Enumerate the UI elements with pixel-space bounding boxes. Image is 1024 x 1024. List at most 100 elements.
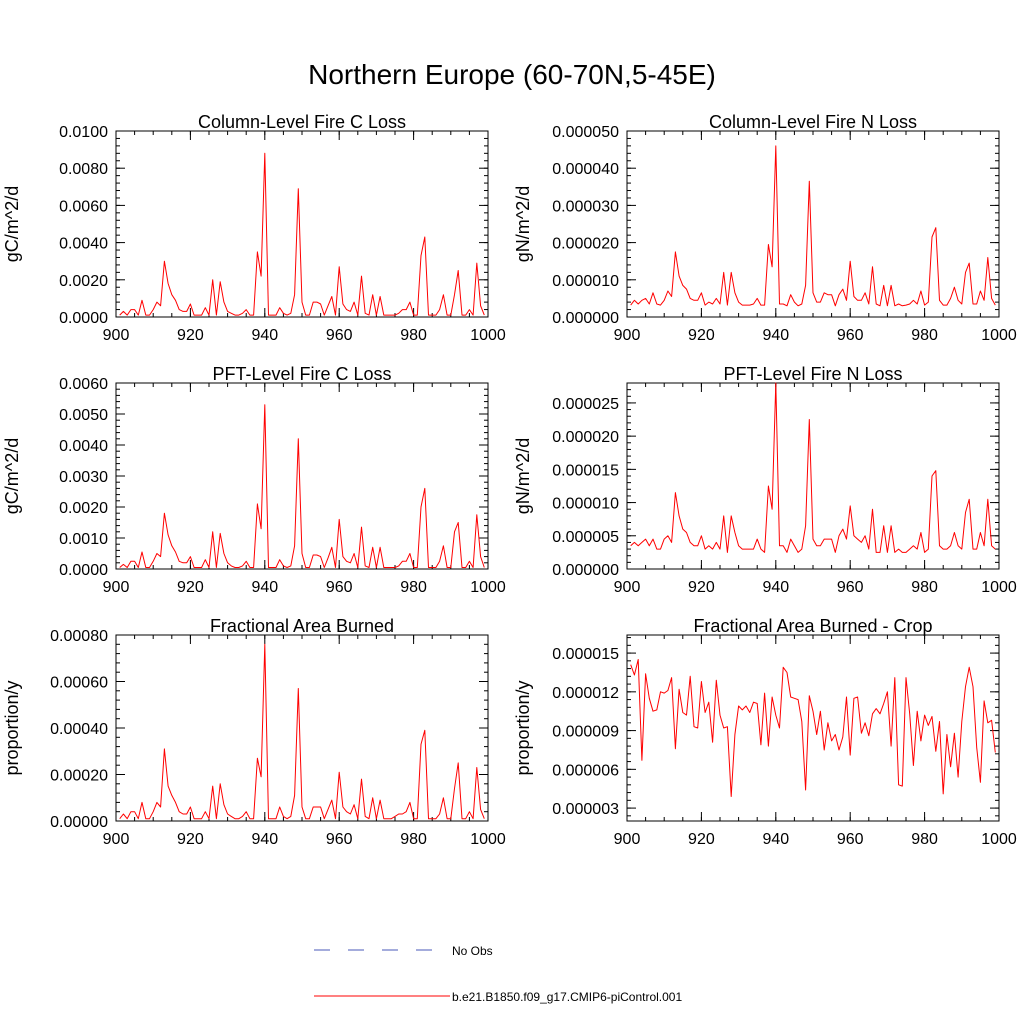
x-tick-label: 920 xyxy=(688,579,715,596)
panel-title: Fractional Area Burned xyxy=(210,616,394,636)
y-tick-label: 0.0020 xyxy=(59,273,108,290)
y-tick-label: 0.000012 xyxy=(552,685,619,702)
figure-title: Northern Europe (60-70N,5-45E) xyxy=(308,59,716,90)
y-tick-label: 0.0000 xyxy=(59,562,108,579)
y-tick-label: 0.000040 xyxy=(552,161,619,178)
panel-title: PFT-Level Fire N Loss xyxy=(723,364,902,384)
y-axis-label: gN/m^2/d xyxy=(513,186,533,262)
y-tick-label: 0.0060 xyxy=(59,376,108,393)
panel-title: Column-Level Fire N Loss xyxy=(709,112,917,132)
x-tick-label: 1000 xyxy=(470,327,506,344)
x-tick-label: 940 xyxy=(251,579,278,596)
x-tick-label: 1000 xyxy=(981,831,1017,848)
x-tick-label: 980 xyxy=(911,831,938,848)
legend: No Obs b.e21.B1850.f09_g17.CMIP6-piContr… xyxy=(314,944,682,1004)
y-tick-label: 0.000010 xyxy=(552,273,619,290)
x-tick-label: 980 xyxy=(400,831,427,848)
y-tick-label: 0.000000 xyxy=(552,562,619,579)
x-tick-label: 900 xyxy=(103,831,130,848)
y-tick-label: 0.000020 xyxy=(552,236,619,253)
legend-entry-no-obs: No Obs xyxy=(314,944,493,958)
series-line xyxy=(119,152,485,316)
y-tick-label: 0.000003 xyxy=(552,801,619,818)
y-axis-label: proportion/y xyxy=(2,680,22,775)
y-tick-label: 0.0020 xyxy=(59,500,108,517)
y-tick-label: 0.0040 xyxy=(59,236,108,253)
y-tick-label: 0.000015 xyxy=(552,646,619,663)
y-tick-label: 0.000006 xyxy=(552,762,619,779)
y-axis-label: gN/m^2/d xyxy=(513,438,533,514)
panel-6: 900 920 940 960 980 1000 0.000003 0.000006 0.000… xyxy=(513,616,1017,848)
x-tick-label: 980 xyxy=(400,327,427,344)
y-tick-label: 0.00000 xyxy=(50,814,108,831)
y-tick-label: 0.00080 xyxy=(50,628,108,645)
y-tick-label: 0.0010 xyxy=(59,531,108,548)
y-tick-label: 0.000000 xyxy=(552,310,619,327)
panel-3: 900 920 940 960 980 1000 0.0000 0.0010 0.0020 0.0… xyxy=(2,364,506,596)
y-tick-label: 0.00060 xyxy=(50,675,108,692)
y-tick-label: 0.00020 xyxy=(50,768,108,785)
x-tick-label: 940 xyxy=(762,831,789,848)
x-tick-label: 960 xyxy=(326,327,353,344)
y-tick-label: 0.0000 xyxy=(59,310,108,327)
x-tick-label: 940 xyxy=(251,831,278,848)
y-tick-label: 0.000050 xyxy=(552,124,619,141)
panel-4: 900 920 940 960 980 1000 0.000000 0.000005 0.000… xyxy=(513,364,1017,596)
y-tick-label: 0.00040 xyxy=(50,721,108,738)
x-tick-label: 1000 xyxy=(981,579,1017,596)
x-tick-label: 920 xyxy=(177,579,204,596)
x-tick-label: 900 xyxy=(614,327,641,344)
x-tick-label: 900 xyxy=(614,579,641,596)
y-tick-label: 0.0040 xyxy=(59,438,108,455)
y-tick-label: 0.000025 xyxy=(552,396,619,413)
x-tick-label: 980 xyxy=(400,579,427,596)
x-tick-label: 920 xyxy=(177,327,204,344)
y-tick-label: 0.000010 xyxy=(552,496,619,513)
series-line xyxy=(630,145,996,307)
panel-5: 900 920 940 960 980 1000 0.00000 0.00020 0.00040… xyxy=(2,616,506,848)
y-tick-label: 0.000020 xyxy=(552,429,619,446)
x-tick-label: 960 xyxy=(837,327,864,344)
y-tick-label: 0.0100 xyxy=(59,124,108,141)
x-tick-label: 920 xyxy=(688,327,715,344)
x-tick-label: 900 xyxy=(614,831,641,848)
x-tick-label: 1000 xyxy=(470,831,506,848)
series-line xyxy=(630,659,996,797)
x-tick-label: 960 xyxy=(837,579,864,596)
y-axis-label: gC/m^2/d xyxy=(2,186,22,262)
x-tick-label: 960 xyxy=(326,831,353,848)
y-tick-label: 0.000005 xyxy=(552,529,619,546)
y-tick-label: 0.000030 xyxy=(552,198,619,215)
series-line xyxy=(119,643,485,820)
x-tick-label: 960 xyxy=(837,831,864,848)
legend-entry-model: b.e21.B1850.f09_g17.CMIP6-piControl.001 xyxy=(314,990,682,1004)
x-tick-label: 960 xyxy=(326,579,353,596)
y-tick-label: 0.0080 xyxy=(59,161,108,178)
x-tick-label: 920 xyxy=(177,831,204,848)
legend-label-no-obs: No Obs xyxy=(452,944,493,958)
x-tick-label: 1000 xyxy=(981,327,1017,344)
x-tick-label: 920 xyxy=(688,831,715,848)
series-line xyxy=(630,382,996,553)
panel-1: 900 920 940 960 980 1000 0.0000 0.0020 0.0040 0.0… xyxy=(2,112,506,344)
x-tick-label: 1000 xyxy=(470,579,506,596)
x-tick-label: 980 xyxy=(911,579,938,596)
y-tick-label: 0.0030 xyxy=(59,469,108,486)
series-line xyxy=(119,404,485,568)
y-tick-label: 0.0050 xyxy=(59,407,108,424)
panels: 900 920 940 960 980 1000 0.0000 0.0020 0.0040 0.0… xyxy=(2,112,1017,848)
x-tick-label: 900 xyxy=(103,327,130,344)
legend-label-model: b.e21.B1850.f09_g17.CMIP6-piControl.001 xyxy=(452,990,682,1004)
x-tick-label: 940 xyxy=(251,327,278,344)
x-tick-label: 940 xyxy=(762,327,789,344)
y-tick-label: 0.000009 xyxy=(552,724,619,741)
y-tick-label: 0.0060 xyxy=(59,198,108,215)
x-tick-label: 940 xyxy=(762,579,789,596)
panel-title: PFT-Level Fire C Loss xyxy=(212,364,391,384)
y-tick-label: 0.000015 xyxy=(552,462,619,479)
panel-2: 900 920 940 960 980 1000 0.000000 0.000010 0.000… xyxy=(513,112,1017,344)
panel-title: Column-Level Fire C Loss xyxy=(198,112,406,132)
x-tick-label: 980 xyxy=(911,327,938,344)
panel-title: Fractional Area Burned - Crop xyxy=(693,616,932,636)
